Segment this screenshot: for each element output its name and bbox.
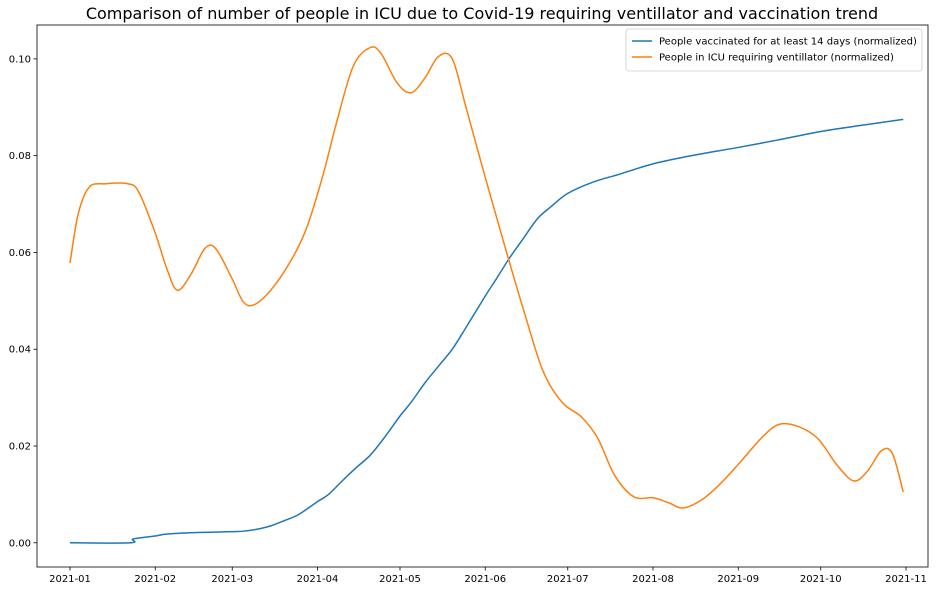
x-tick-label: 2021-01 [49,574,91,585]
y-tick-label: 0.04 [9,345,31,356]
legend-box [625,28,923,72]
x-tick-label: 2021-10 [800,574,842,585]
plot-area: 2021-01 2021-02 2021-03 2021-04 2021-05 2021-… [9,24,929,585]
legend: People vaccinated for at least 14 days (… [625,28,923,72]
x-tick-label: 2021-08 [632,574,674,585]
y-tick-label: 0.08 [9,151,31,162]
series-line-2 [69,46,904,509]
x-tick-label: 2021-03 [211,574,253,585]
chart-title: Comparison of number of people in ICU du… [86,4,878,23]
x-tick-label: 2021-11 [885,574,927,585]
y-tick-label: 0.10 [9,54,31,65]
x-tick-label: 2021-04 [297,574,339,585]
x-tick-label: 2021-06 [464,574,506,585]
x-tick-label: 2021-05 [379,574,421,585]
axes-frame [36,24,929,568]
x-tick-label: 2021-02 [134,574,176,585]
x-tick-label: 2021-07 [547,574,589,585]
y-tick-label: 0.06 [9,248,31,259]
legend-label-2: People in ICU requiring ventillator (nor… [659,53,894,64]
x-tick-label: 2021-09 [717,574,759,585]
legend-label-1: People vaccinated for at least 14 days (… [659,37,917,48]
y-tick-label: 0.02 [9,442,31,453]
y-tick-label: 0.00 [9,538,31,549]
series-line-1 [69,118,904,544]
